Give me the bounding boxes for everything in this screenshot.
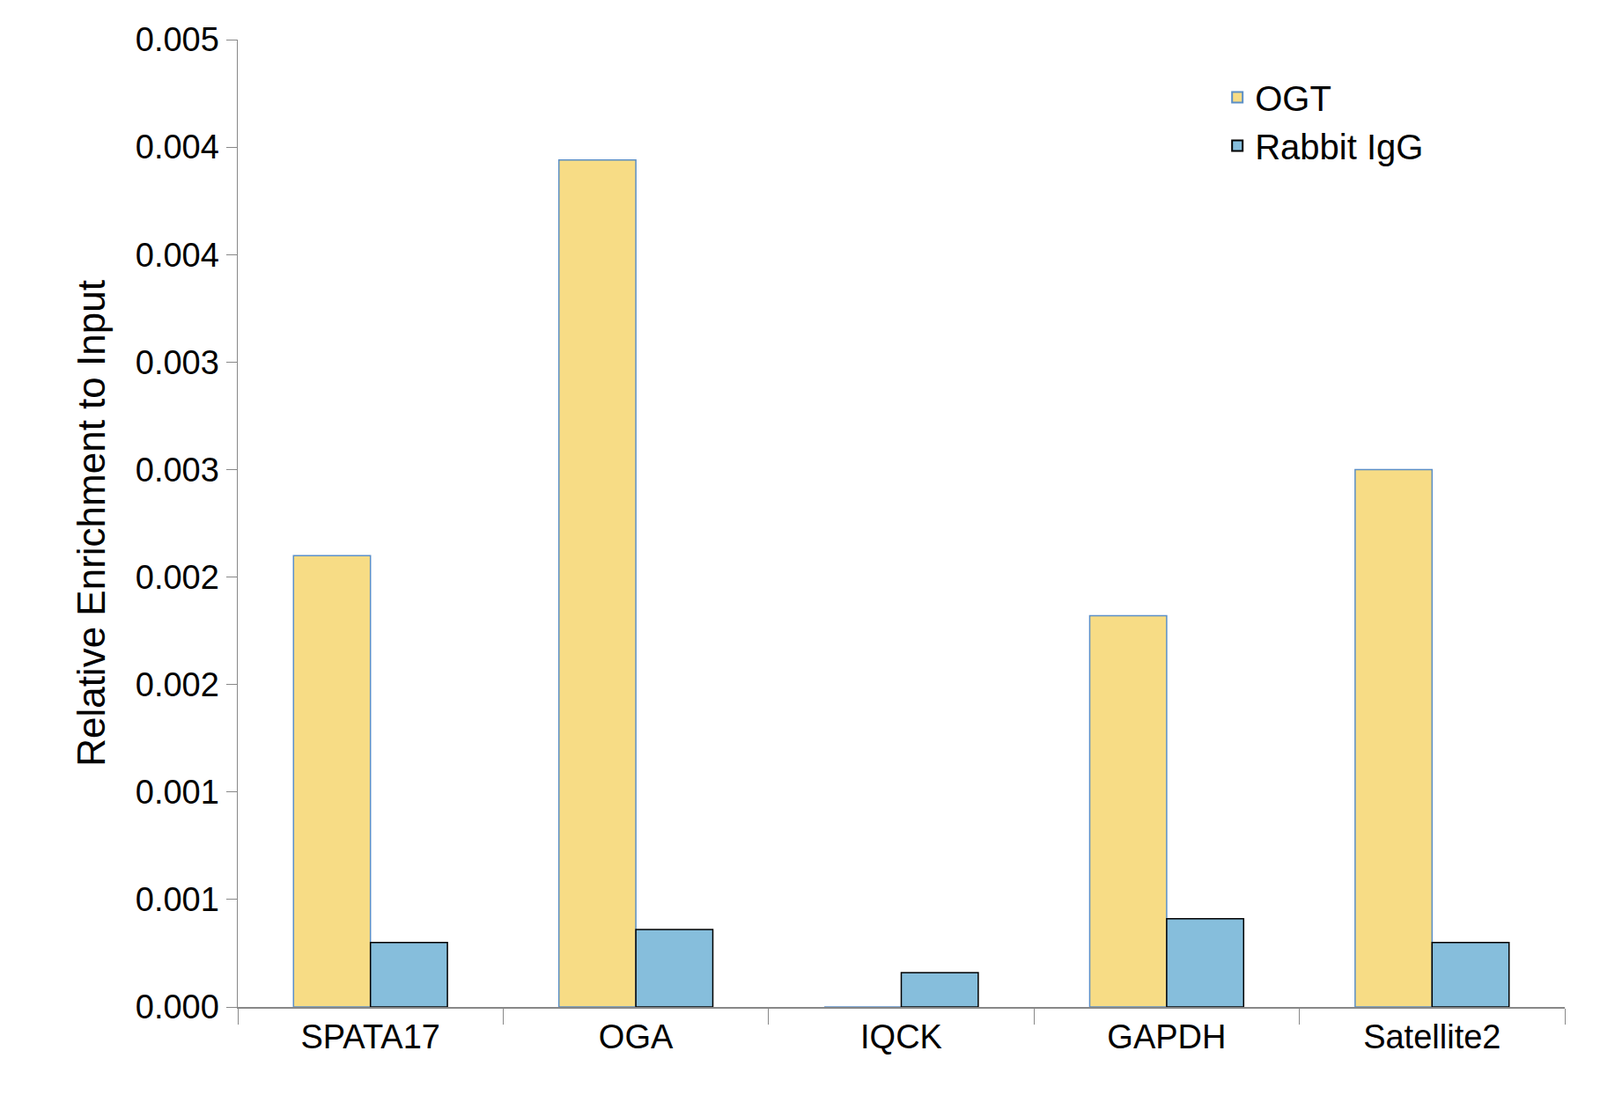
- svg-text:0.001: 0.001: [135, 881, 220, 919]
- svg-text:Rabbit IgG: Rabbit IgG: [1254, 127, 1424, 167]
- svg-text:IQCK: IQCK: [860, 1018, 943, 1056]
- svg-text:0.001: 0.001: [135, 774, 220, 812]
- svg-text:0.003: 0.003: [135, 451, 220, 489]
- svg-text:0.004: 0.004: [135, 236, 220, 274]
- svg-text:OGA: OGA: [598, 1018, 674, 1056]
- svg-text:GAPDH: GAPDH: [1106, 1018, 1226, 1056]
- svg-text:Relative Enrichment to Input: Relative Enrichment to Input: [69, 280, 113, 767]
- svg-text:SPATA17: SPATA17: [300, 1018, 440, 1056]
- svg-text:Satellite2: Satellite2: [1363, 1018, 1501, 1056]
- svg-text:0.002: 0.002: [135, 666, 220, 704]
- svg-text:0.005: 0.005: [135, 21, 220, 59]
- svg-text:0.004: 0.004: [135, 128, 220, 166]
- svg-text:0.003: 0.003: [135, 344, 220, 382]
- svg-text:0.002: 0.002: [135, 559, 220, 597]
- svg-text:0.000: 0.000: [135, 988, 220, 1026]
- svg-text:OGT: OGT: [1254, 79, 1332, 118]
